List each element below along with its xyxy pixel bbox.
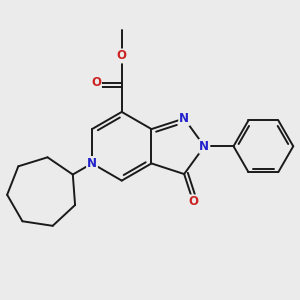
Text: N: N	[199, 140, 209, 153]
Text: O: O	[117, 50, 127, 62]
Text: N: N	[179, 112, 189, 125]
Text: O: O	[188, 195, 198, 208]
Text: O: O	[91, 76, 101, 89]
Text: N: N	[87, 157, 97, 170]
